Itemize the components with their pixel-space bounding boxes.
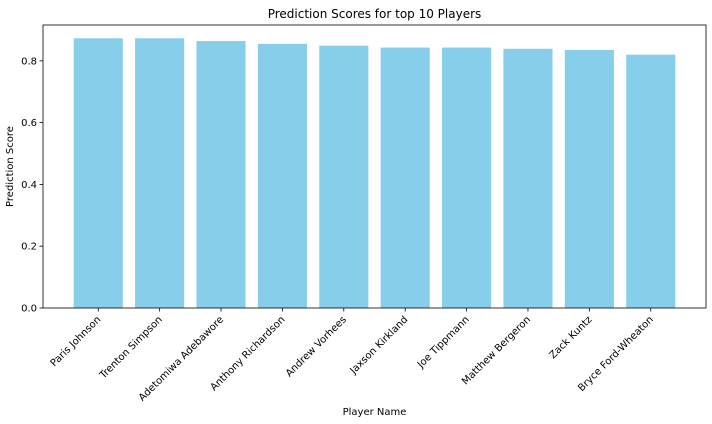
bar — [503, 48, 553, 308]
y-tick-label: 0.0 — [21, 304, 37, 315]
bar — [196, 41, 246, 309]
bar — [257, 43, 307, 308]
bar — [380, 47, 430, 308]
chart-title: Prediction Scores for top 10 Players — [268, 7, 482, 21]
y-tick-label: 0.8 — [21, 56, 37, 67]
bar — [135, 38, 185, 308]
y-tick-label: 0.2 — [21, 242, 37, 253]
y-axis-label: Prediction Score — [5, 126, 16, 207]
bar — [73, 38, 123, 308]
y-axis: 0.0 0.2 0.4 0.6 0.8 — [21, 56, 43, 315]
bars-group — [73, 38, 676, 309]
x-axis-label: Player Name — [343, 407, 407, 418]
bar — [626, 54, 676, 308]
bar — [319, 45, 369, 309]
plot-frame — [42, 24, 707, 309]
y-tick-label: 0.4 — [21, 180, 37, 191]
bar — [564, 50, 614, 308]
y-tick-label: 0.6 — [21, 118, 37, 129]
bar — [442, 47, 492, 308]
